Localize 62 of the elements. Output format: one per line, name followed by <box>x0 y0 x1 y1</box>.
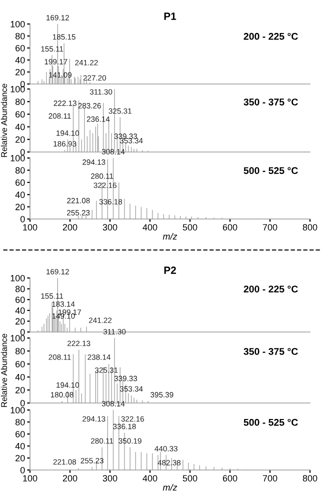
x-tick-label: 200 <box>62 224 78 230</box>
annotation: 200 - 225 °C <box>244 32 298 40</box>
x-tick-label: 700 <box>262 475 278 482</box>
x-tick-label: 600 <box>222 475 238 482</box>
y-tick-label: 20 <box>16 204 25 210</box>
annotation: 500 - 525 °C <box>244 167 298 174</box>
y-tick-label: 80 <box>15 98 25 105</box>
y-tick-label: 0 <box>20 328 25 336</box>
y-tick-label: 100 <box>10 154 25 162</box>
annotation: 200 - 225 °C <box>244 286 298 292</box>
y-tick-label: 80 <box>15 167 25 174</box>
y-tick-label: 100 <box>10 406 25 414</box>
x-tick-label: 600 <box>222 224 238 230</box>
y-tick-label: 60 <box>16 111 25 118</box>
x-tick-label: 300 <box>102 224 118 230</box>
y-tick-label: 100 <box>10 20 25 28</box>
y-tick-label: 100 <box>10 274 25 282</box>
y-tick-label: 20 <box>16 318 25 325</box>
y-tick-label: 0 <box>20 80 25 88</box>
y-axis-title: Relative Abundance <box>0 84 8 157</box>
y-tick-label: 40 <box>15 307 25 314</box>
y-tick-label: 0 <box>20 216 25 222</box>
x-axis-title: m/z <box>162 484 178 491</box>
x-axis-title: m/z <box>162 232 178 240</box>
x-tick-label: 800 <box>302 475 318 482</box>
x-tick-label: 500 <box>182 475 198 482</box>
y-tick-label: 40 <box>15 56 25 64</box>
chart-title: P2 <box>164 266 176 274</box>
y-tick-label: 0 <box>20 148 25 156</box>
x-tick-label: 400 <box>142 475 158 482</box>
y-tick-label: 60 <box>16 296 25 303</box>
x-tick-label: 800 <box>302 224 318 230</box>
x-tick-label: 200 <box>62 475 78 482</box>
chart-title: P1 <box>164 12 176 20</box>
y-tick-label: 0 <box>20 466 25 474</box>
y-tick-label: 80 <box>15 348 25 354</box>
y-tick-label: 20 <box>16 386 25 394</box>
y-axis-title: Relative Abundance <box>0 334 8 407</box>
y-tick-label: 80 <box>15 286 25 292</box>
y-tick-label: 20 <box>16 454 25 462</box>
annotation: 500 - 525 °C <box>244 418 298 426</box>
y-tick-label: 20 <box>16 68 25 76</box>
y-tick-label: 40 <box>15 192 25 198</box>
x-tick-label: 300 <box>102 475 118 482</box>
y-tick-label: 0 <box>20 400 25 406</box>
y-tick-label: 100 <box>10 334 25 342</box>
y-tick-label: 20 <box>16 136 25 143</box>
y-tick-label: 100 <box>10 86 25 92</box>
annotation: 350 - 375 °C <box>244 98 298 106</box>
x-tick-label: 400 <box>142 224 158 230</box>
y-tick-label: 60 <box>16 430 25 438</box>
y-tick-label: 80 <box>15 418 25 426</box>
y-tick-label: 40 <box>15 374 25 380</box>
y-tick-label: 40 <box>15 442 25 450</box>
x-tick-label: 700 <box>262 224 278 230</box>
annotation: 350 - 375 °C <box>244 348 298 355</box>
y-tick-label: 60 <box>16 360 25 368</box>
x-tick-label: 500 <box>182 224 198 230</box>
y-tick-label: 80 <box>15 32 25 40</box>
y-tick-label: 40 <box>15 124 25 130</box>
y-tick-label: 60 <box>16 44 25 52</box>
y-tick-label: 60 <box>16 179 25 186</box>
